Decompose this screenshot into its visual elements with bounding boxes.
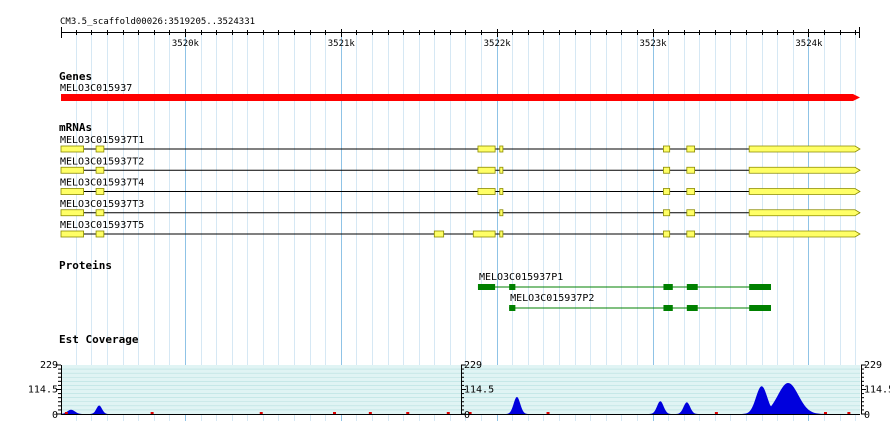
protein-block[interactable]	[663, 305, 673, 311]
mrna-exon[interactable]	[499, 166, 504, 174]
mrna-exon[interactable]	[499, 209, 504, 217]
track-title-mrnas: mRNAs	[59, 121, 92, 134]
mrna-exon[interactable]	[499, 145, 504, 153]
coverage-low-mark	[546, 412, 550, 414]
coverage-low-mark	[847, 412, 851, 414]
genes-track: MELO3C015937	[60, 83, 860, 101]
est-coverage-track: 229 114.5 0 229 114.5 0 229 114.5 0	[28, 360, 890, 421]
mrna-label[interactable]: MELO3C015937T5	[60, 220, 144, 231]
mrna-exon[interactable]	[748, 230, 861, 238]
mrna-exon[interactable]	[686, 145, 696, 153]
mrna-exon[interactable]	[95, 166, 105, 174]
mrna-label[interactable]: MELO3C015937T1	[60, 135, 144, 146]
mrna-exon[interactable]	[472, 230, 496, 238]
mrna-exon[interactable]	[748, 188, 861, 195]
mrna-exon[interactable]	[686, 230, 696, 238]
protein-block[interactable]	[663, 284, 673, 290]
proteins-track: MELO3C015937P1 MELO3C015937P2	[477, 272, 771, 311]
coverage-low-mark	[64, 412, 68, 414]
protein-block[interactable]	[686, 305, 698, 311]
mrna-exon[interactable]	[748, 166, 861, 174]
coverage-scale-label-mid: 114.5	[464, 385, 494, 396]
coverage-low-mark	[714, 412, 718, 414]
mrna-exon[interactable]	[663, 209, 671, 217]
ruler-tick-label: 3523k	[639, 39, 667, 49]
mrna-exon[interactable]	[663, 145, 671, 153]
mrna-exon[interactable]	[477, 188, 496, 195]
coverage-low-mark	[259, 412, 263, 414]
mrna-exon[interactable]	[60, 166, 85, 174]
track-title-est-coverage: Est Coverage	[59, 333, 139, 346]
gene-feature[interactable]	[61, 94, 860, 101]
protein-block[interactable]	[686, 284, 698, 290]
coverage-scale-label-max: 229	[864, 360, 882, 371]
protein-label[interactable]: MELO3C015937P1	[479, 272, 563, 283]
coverage-low-mark	[332, 412, 336, 414]
protein-block[interactable]	[477, 284, 496, 290]
protein-block[interactable]	[749, 305, 771, 311]
mrna-exon[interactable]	[60, 230, 85, 238]
mrna-exon[interactable]	[477, 166, 496, 174]
ruler-tick-label: 3524k	[795, 39, 823, 49]
coverage-scale-label-mid: 114.5	[28, 385, 58, 396]
coverage-scale-label-min: 0	[52, 410, 58, 421]
ruler-tick-label: 3521k	[328, 39, 356, 49]
coverage-low-mark	[446, 412, 450, 414]
mrna-label[interactable]: MELO3C015937T4	[60, 178, 144, 189]
protein-block[interactable]	[509, 305, 516, 311]
mrna-exon[interactable]	[499, 188, 504, 195]
mrna-exon[interactable]	[60, 145, 85, 153]
coverage-low-mark	[368, 412, 372, 414]
mrna-label[interactable]: MELO3C015937T2	[60, 156, 144, 167]
ruler-tick-label: 3522k	[484, 39, 512, 49]
mrna-exon[interactable]	[433, 230, 445, 238]
ruler-tick-label: 3520k	[172, 39, 200, 49]
protein-block[interactable]	[509, 284, 516, 290]
mrna-exon[interactable]	[663, 166, 671, 174]
coverage-low-mark	[823, 412, 827, 414]
coverage-low-mark	[468, 412, 472, 414]
ruler: 3520k 3521k 3522k 3523k 3524k	[61, 27, 860, 49]
mrna-exon[interactable]	[686, 209, 696, 217]
mrna-exon[interactable]	[95, 209, 105, 217]
protein-label[interactable]: MELO3C015937P2	[510, 293, 594, 304]
mrna-exon[interactable]	[95, 230, 105, 238]
mrna-exon[interactable]	[95, 188, 105, 195]
mrna-exon[interactable]	[60, 188, 85, 195]
coverage-scale-label-max: 229	[40, 360, 58, 371]
mrna-exon[interactable]	[499, 230, 504, 238]
gene-label[interactable]: MELO3C015937	[60, 83, 132, 94]
mrna-exon[interactable]	[686, 188, 696, 195]
mrna-exon[interactable]	[477, 145, 496, 153]
mrna-exon[interactable]	[748, 209, 861, 217]
mrna-exon[interactable]	[95, 145, 105, 153]
protein-block[interactable]	[749, 284, 771, 290]
coverage-area	[61, 382, 860, 414]
coverage-low-mark	[150, 412, 154, 414]
mrna-exon[interactable]	[663, 188, 671, 195]
mrna-exon[interactable]	[663, 230, 671, 238]
coverage-low-mark	[406, 412, 410, 414]
location-label: CM3.5_scaffold00026:3519205..3524331	[60, 17, 255, 27]
coverage-scale-label-mid: 114.5	[864, 385, 890, 396]
mrna-exon[interactable]	[60, 209, 85, 217]
coverage-scale-label-min: 0	[864, 410, 870, 421]
coverage-scale-label-max: 229	[464, 360, 482, 371]
mrna-exon[interactable]	[686, 166, 696, 174]
track-title-proteins: Proteins	[59, 259, 112, 272]
mrna-exon[interactable]	[748, 145, 861, 153]
mrna-label[interactable]: MELO3C015937T3	[60, 199, 144, 210]
mrnas-track: MELO3C015937T1 MELO3C015937T2 MELO3C015937…	[60, 135, 861, 238]
track-title-genes: Genes	[59, 70, 92, 83]
coverage-scale-label-min: 0	[464, 410, 470, 421]
